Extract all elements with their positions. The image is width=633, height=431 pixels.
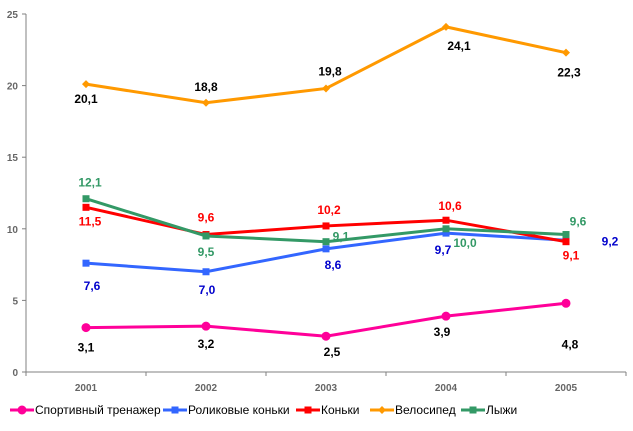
x-tick-label: 2004 <box>435 383 458 394</box>
data-point <box>322 84 330 93</box>
data-point <box>82 195 90 203</box>
data-label: 9,7 <box>435 243 452 257</box>
data-point <box>322 238 330 246</box>
data-point <box>17 405 27 415</box>
data-label: 7,0 <box>199 283 216 297</box>
data-label: 10,6 <box>438 199 462 213</box>
data-point <box>322 245 330 253</box>
data-point <box>441 311 451 321</box>
y-tick-label: 15 <box>7 153 19 164</box>
data-label: 4,8 <box>562 337 579 351</box>
data-point <box>321 331 331 341</box>
legend-label: Спортивный тренажер <box>35 403 161 417</box>
legend-item: Коньки <box>296 403 360 417</box>
data-label: 20,1 <box>74 92 98 106</box>
x-tick-label: 2001 <box>75 383 98 394</box>
legend-item: Роликовые коньки <box>163 403 290 417</box>
data-point <box>378 406 386 414</box>
data-point <box>561 298 571 308</box>
legend-label: Лыжи <box>486 403 517 417</box>
data-label: 18,8 <box>194 80 218 94</box>
data-label: 19,8 <box>318 64 342 78</box>
data-label: 12,1 <box>78 176 102 190</box>
series-0: 3,1 3,2 2,5 3,9 4,8 <box>78 298 579 359</box>
data-label: 9,5 <box>198 245 215 259</box>
data-label: 9,6 <box>198 211 215 225</box>
data-point <box>82 80 90 89</box>
data-label: 24,1 <box>447 39 471 53</box>
data-label: 8,6 <box>325 258 342 272</box>
data-point <box>81 323 91 333</box>
y-tick-label: 10 <box>7 225 19 236</box>
legend-label: Велосипед <box>395 403 456 417</box>
data-point <box>201 321 211 331</box>
data-label: 11,5 <box>79 214 102 228</box>
data-label: 9,1 <box>563 249 580 263</box>
data-point <box>469 406 477 414</box>
data-label: 10,2 <box>317 203 341 217</box>
data-label: 9,6 <box>570 215 587 229</box>
data-point <box>82 259 90 267</box>
x-tick-label: 2002 <box>195 383 218 394</box>
data-label: 3,2 <box>198 337 215 351</box>
series-4: 12,1 9,5 9,1 10,0 9,6 <box>78 176 586 259</box>
data-point <box>202 268 210 276</box>
series-2: 11,5 9,6 10,2 10,6 9,1 <box>79 199 580 262</box>
legend-item: Лыжи <box>461 403 517 417</box>
data-label: 7,6 <box>84 279 101 293</box>
y-tick-label: 5 <box>12 296 18 307</box>
data-label: 22,3 <box>557 66 581 80</box>
legend-item: Велосипед <box>370 403 456 417</box>
data-point <box>442 216 450 224</box>
data-point <box>442 225 450 233</box>
data-point <box>322 222 330 230</box>
data-point <box>202 232 210 240</box>
data-label: 9,1 <box>333 230 350 244</box>
data-point <box>562 238 570 246</box>
data-label: 3,9 <box>434 325 451 339</box>
series-line <box>85 301 567 338</box>
data-point <box>442 229 450 237</box>
data-point <box>171 406 179 414</box>
legend-label: Роликовые коньки <box>188 403 290 417</box>
data-label: 3,1 <box>78 341 95 355</box>
data-point <box>304 406 312 414</box>
y-tick-label: 20 <box>7 82 19 93</box>
data-point <box>562 48 570 57</box>
data-point <box>442 22 450 31</box>
y-tick-label: 0 <box>12 368 18 379</box>
legend-label: Коньки <box>321 403 360 417</box>
legend: Спортивный тренажер Роликовые коньки Коньк… <box>10 403 517 417</box>
x-tick-label: 2003 <box>315 383 338 394</box>
data-point <box>82 203 90 211</box>
data-label: 9,2 <box>602 234 619 248</box>
x-tick-label: 2005 <box>555 383 578 394</box>
data-label: 10,0 <box>453 236 477 250</box>
legend-item: Спортивный тренажер <box>10 403 161 417</box>
series-1: 7,6 7,0 8,6 9,7 9,2 <box>82 229 619 297</box>
data-label: 2,5 <box>324 345 341 359</box>
series-3: 20,1 18,8 19,8 24,1 22,3 <box>74 22 581 107</box>
data-point <box>202 98 210 107</box>
y-tick-label: 25 <box>7 10 19 21</box>
data-point <box>562 231 570 239</box>
